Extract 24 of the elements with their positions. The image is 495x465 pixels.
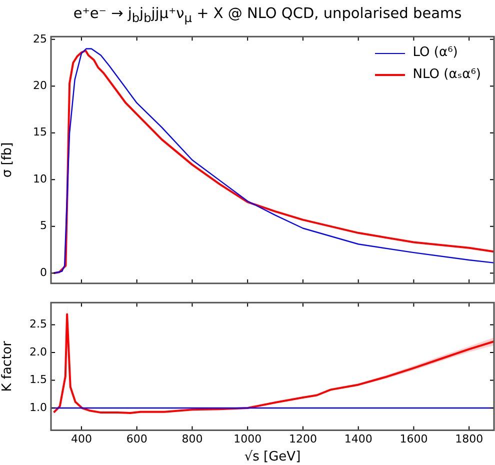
- y-tick-label: 25: [33, 32, 47, 46]
- y-tick-label: 0: [40, 266, 47, 279]
- y-axis-title: σ [fb]: [0, 142, 16, 178]
- legend-label: NLO (αₛα⁶): [412, 66, 481, 84]
- y-tick-label: 15: [33, 126, 47, 139]
- x-tick-label: 400: [70, 432, 92, 446]
- y-tick-label: 1.5: [30, 373, 47, 386]
- y-tick-label: 20: [33, 79, 47, 92]
- y-tick-label: 5: [40, 219, 47, 232]
- x-tick-label: 800: [182, 432, 203, 446]
- x-tick-label: 1400: [344, 432, 372, 446]
- x-axis-title: √s [GeV]: [244, 450, 301, 465]
- y-tick-label: 2.0: [30, 345, 47, 358]
- x-tick-label: 1600: [400, 432, 428, 446]
- y-axis-title: K factor: [0, 340, 16, 392]
- chart-title: e⁺e⁻ → j$_{b}$j$_{b}$jjμ⁺ν$_{μ}$ + X @ NLO QCD, unpolarised beams: [72, 6, 463, 25]
- y-tick-label: 1.0: [30, 400, 47, 414]
- y-tick-label: 2.5: [30, 318, 47, 331]
- x-tick-label: 1800: [455, 432, 484, 446]
- y-tick-label: 10: [33, 172, 47, 186]
- x-tick-label: 1200: [288, 432, 317, 446]
- x-tick-label: 1000: [234, 432, 262, 446]
- x-tick-label: 600: [126, 432, 148, 446]
- legend-label: LO (α⁶): [412, 44, 458, 62]
